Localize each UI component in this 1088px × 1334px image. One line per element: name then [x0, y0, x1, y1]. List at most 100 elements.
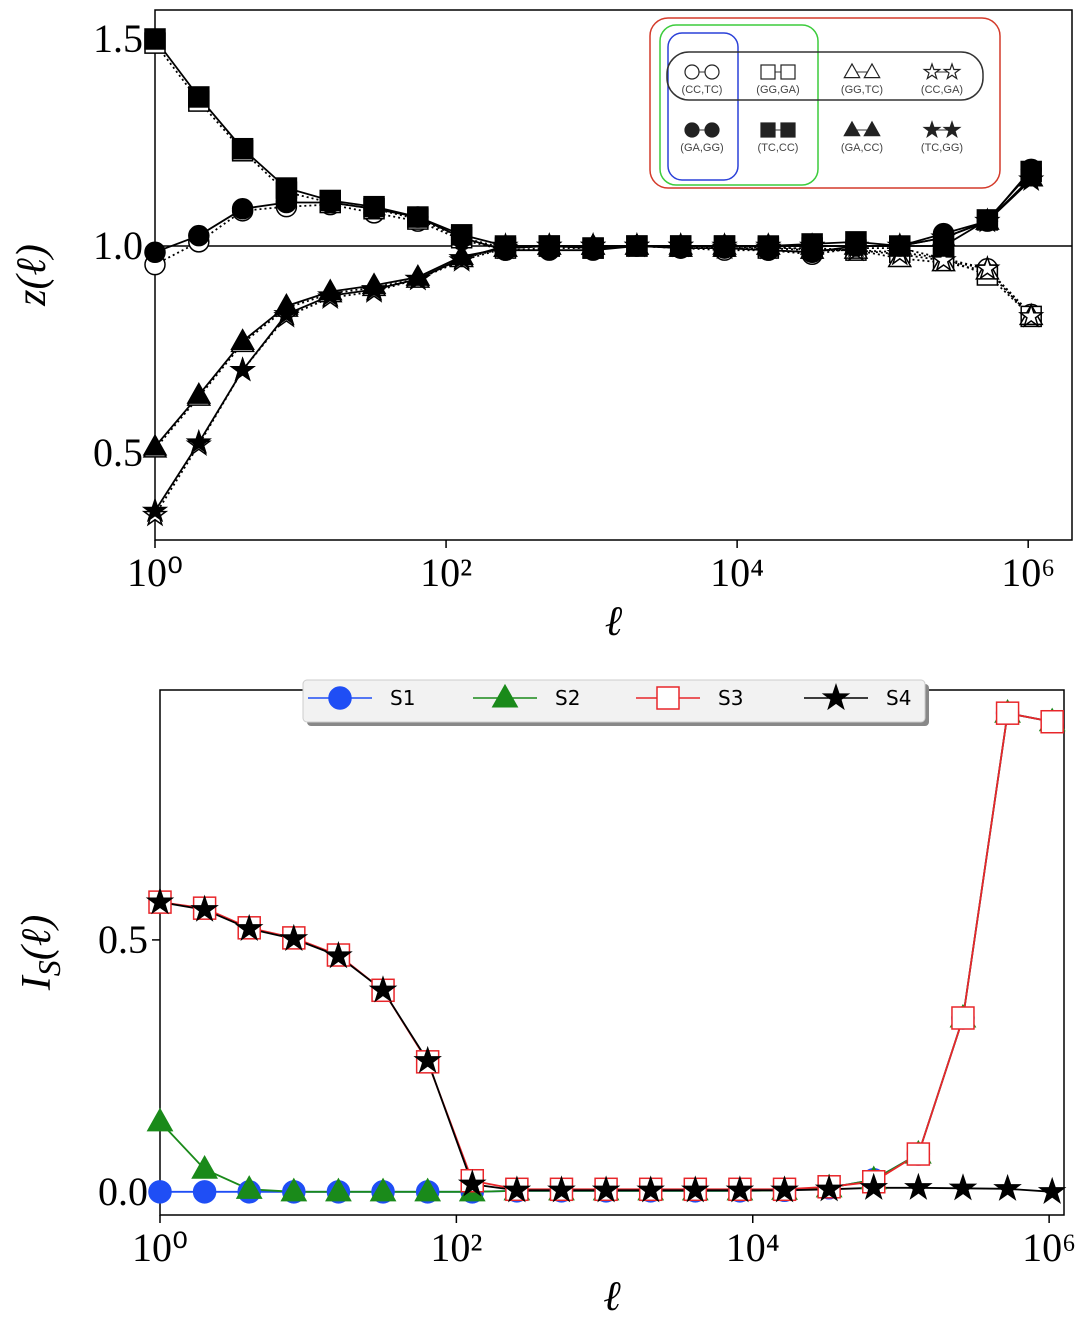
legend-label: (GA,GG) [680, 142, 723, 154]
x-tick-label: 10⁴ [726, 1225, 780, 1270]
marker [681, 1175, 710, 1203]
marker [457, 1169, 487, 1197]
marker [942, 120, 962, 138]
series-line [159, 712, 1053, 1193]
marker [190, 894, 219, 922]
marker [491, 683, 519, 708]
marker [842, 232, 870, 258]
marker [684, 122, 700, 138]
x-axis-label: ℓ [605, 599, 623, 645]
y-axis-label-part: S [31, 960, 67, 976]
marker [407, 206, 429, 228]
marker [1018, 165, 1045, 191]
y-axis-label: z(ℓ) [9, 244, 55, 307]
marker [995, 701, 1020, 725]
legend-groups [649, 17, 1001, 189]
x-tick-label: 10⁶ [1022, 1225, 1076, 1270]
marker [591, 1175, 621, 1203]
legend-label: S3 [718, 686, 743, 710]
marker [948, 1173, 978, 1201]
legend-label: (TC,CC) [758, 142, 799, 154]
marker [280, 1177, 308, 1202]
marker [951, 1006, 975, 1030]
y-axis-label-part: (ℓ) [14, 915, 60, 960]
series-line [160, 712, 1053, 1193]
legend-label: (TC,GG) [921, 142, 963, 154]
marker [146, 1107, 174, 1132]
series-line [159, 712, 1053, 1191]
marker [667, 232, 694, 258]
legend-group-box [649, 17, 1001, 189]
marker [798, 232, 826, 258]
y-tick-label: 1.5 [93, 16, 143, 61]
x-tick-label: 10⁴ [710, 550, 764, 595]
x-tick-label: 10² [420, 550, 472, 595]
y-tick-label: 1.0 [93, 223, 143, 268]
marker [843, 120, 861, 137]
marker [363, 195, 385, 218]
marker [317, 281, 344, 307]
x-tick-label: 10⁰ [127, 550, 183, 595]
series-line [154, 245, 1032, 450]
legend-label: S4 [886, 686, 911, 710]
marker [1018, 302, 1045, 328]
marker [711, 232, 738, 258]
legend-label: (GG,GA) [756, 84, 799, 96]
marker [192, 1180, 217, 1204]
x-tick-label: 10⁶ [1001, 550, 1055, 595]
marker [755, 232, 782, 258]
marker [144, 241, 166, 263]
marker [725, 1175, 755, 1203]
marker [684, 64, 700, 80]
marker [360, 275, 388, 301]
marker [636, 1175, 665, 1203]
marker [760, 64, 776, 80]
marker [450, 224, 473, 246]
y-axis-label: IS(ℓ) [14, 915, 67, 991]
marker [930, 246, 957, 272]
marker [368, 975, 398, 1003]
marker [145, 887, 175, 915]
marker [863, 120, 881, 137]
marker [141, 497, 169, 523]
marker [780, 64, 796, 80]
marker [279, 923, 309, 952]
x-tick-label: 10² [430, 1225, 482, 1270]
marker [906, 1142, 931, 1166]
y-axis-label-part: I [14, 974, 60, 991]
marker [770, 1175, 799, 1203]
marker [704, 122, 720, 138]
marker [814, 1174, 844, 1202]
marker [231, 198, 254, 220]
y-tick-label: 0.5 [93, 430, 143, 475]
marker [235, 1175, 263, 1199]
plot-frame [159, 689, 1065, 1216]
legend-box [302, 679, 926, 723]
marker [760, 122, 776, 138]
marker [942, 62, 962, 80]
marker [188, 224, 210, 247]
marker [144, 28, 166, 50]
marker [974, 254, 1001, 280]
y-tick-label: 0.5 [98, 917, 148, 962]
marker [492, 232, 519, 258]
legend-label: (GA,CC) [841, 142, 883, 154]
marker [886, 232, 913, 258]
marker [230, 328, 255, 350]
marker [704, 64, 720, 80]
marker [369, 1177, 397, 1202]
marker [328, 686, 352, 710]
marker [930, 223, 957, 249]
legend-group-box [659, 24, 819, 186]
marker [821, 683, 851, 711]
marker [186, 382, 212, 404]
marker [325, 1177, 352, 1202]
legend-group-box [666, 51, 984, 101]
series-line [154, 179, 1032, 512]
marker [148, 1180, 172, 1204]
x-tick-label: 10⁰ [132, 1225, 188, 1270]
legend-label: (CC,GA) [921, 84, 963, 96]
legend-label: (CC,TC) [682, 84, 723, 96]
marker [780, 122, 796, 138]
